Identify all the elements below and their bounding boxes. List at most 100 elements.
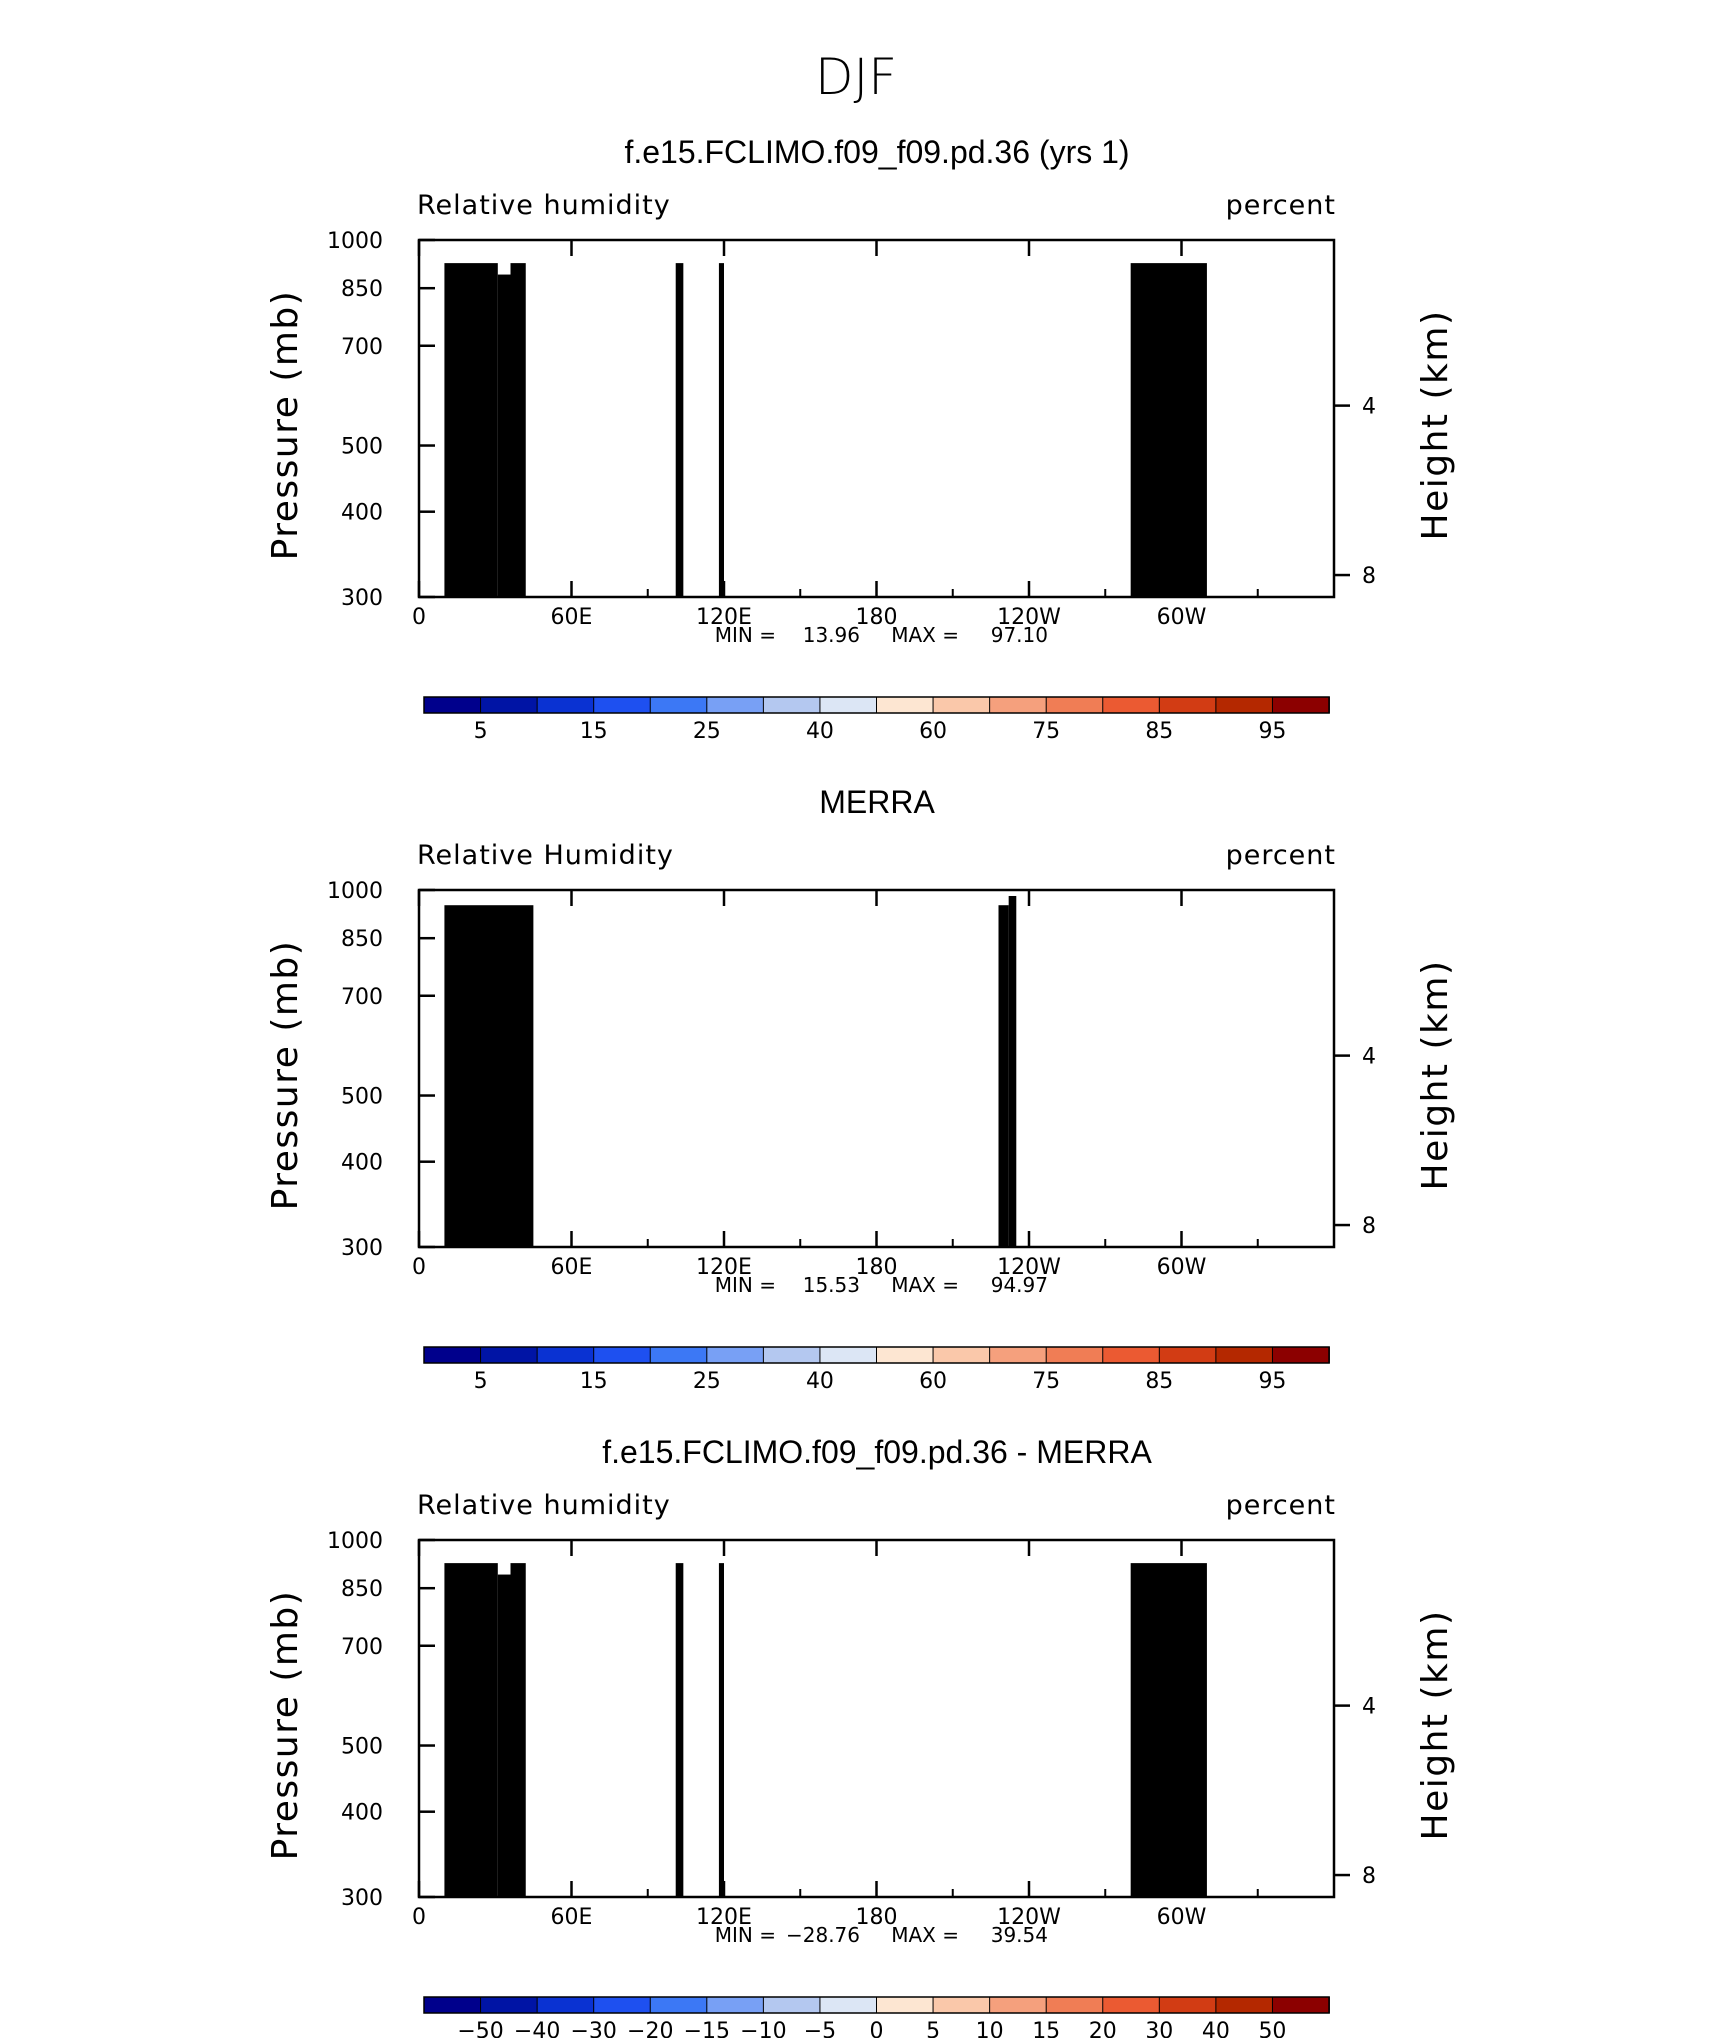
colorbar-swatch	[649, 1346, 708, 1364]
y-axis-label: Pressure (mb)	[265, 940, 306, 1211]
colorbar-swatch	[819, 1346, 878, 1364]
colorbar-label: 15	[580, 1369, 608, 1394]
y-tick-label: 700	[341, 985, 383, 1010]
colorbar-label: 5	[474, 719, 488, 744]
topography-block	[718, 263, 724, 597]
colorbar-label: 85	[1145, 1369, 1173, 1394]
colorbar-swatch	[762, 696, 821, 714]
colorbar-label: 75	[1032, 719, 1060, 744]
x-tick-label: 120W	[997, 605, 1061, 630]
colorbar-swatch	[989, 696, 1048, 714]
colorbar-swatch	[989, 1346, 1048, 1364]
plot-frame	[417, 888, 1336, 1249]
y-tick-label: 500	[341, 1085, 383, 1110]
colorbar-swatch	[876, 696, 934, 714]
x-tick-label: 60W	[1157, 605, 1207, 630]
colorbar-label: 95	[1258, 1369, 1286, 1394]
x-tick-label: 60E	[551, 605, 593, 630]
topography-block	[675, 263, 684, 597]
x-tick-label: 60E	[551, 1255, 593, 1280]
min-label: MIN =	[715, 623, 776, 647]
colorbar-swatch	[593, 1346, 652, 1364]
y-axis-label: Pressure (mb)	[265, 290, 306, 561]
colorbar-swatch	[1045, 696, 1104, 714]
topography-block	[500, 914, 521, 1247]
x-tick-label: 180	[856, 1255, 898, 1280]
x-tick-label: 60W	[1157, 1255, 1207, 1280]
y-right-axis-label: Height (km)	[1415, 960, 1456, 1191]
x-tick-label: 0	[412, 1255, 426, 1280]
colorbar-label: 25	[693, 719, 721, 744]
colorbar-swatch	[536, 696, 595, 714]
colorbar-swatch	[706, 696, 765, 714]
colorbar-swatch	[649, 696, 708, 714]
colorbar-swatch	[706, 1346, 765, 1364]
y-right-tick-label: 4	[1362, 1045, 1376, 1070]
panel-title: MERRA	[819, 784, 935, 820]
topography-block	[525, 914, 531, 1247]
colorbar-frame	[423, 696, 1330, 714]
x-tick-label: 120E	[696, 1255, 752, 1280]
min-value: 13.96	[803, 623, 860, 647]
colorbar-label: 60	[919, 719, 947, 744]
y-tick-label: 1000	[327, 879, 383, 904]
colorbar-swatch	[1215, 1346, 1274, 1364]
colorbar-label: 75	[1032, 1369, 1060, 1394]
colorbar-swatch	[1271, 696, 1330, 714]
colorbar-swatch	[932, 696, 991, 714]
units-label: percent	[1226, 1490, 1336, 1521]
colorbar-swatch	[536, 1346, 595, 1364]
colorbar-swatch	[932, 1346, 991, 1364]
max-value: 94.97	[991, 1273, 1048, 1297]
colorbar-label: 60	[919, 1369, 947, 1394]
max-label: MAX =	[891, 623, 959, 647]
y-tick-label: 400	[341, 501, 383, 526]
colorbar-label: 5	[474, 1369, 488, 1394]
colorbar-swatch	[480, 696, 539, 714]
panel-title: f.e15.FCLIMO.f09_f09.pd.36 - MERRA	[602, 1434, 1152, 1470]
variable-label: Relative humidity	[417, 190, 671, 221]
panel-3: f.e15.FCLIMO.f09_f09.pd.36 - MERRA Relati…	[265, 1434, 1456, 2038]
colorbar-label: 95	[1258, 719, 1286, 744]
colorbar-swatch	[1158, 1346, 1217, 1364]
colorbar-swatch	[1045, 1346, 1104, 1364]
x-tick-label: 120W	[997, 1255, 1061, 1280]
min-label: MIN =	[715, 1273, 776, 1297]
y-right-axis-label: Height (km)	[1415, 310, 1456, 541]
colorbar-swatch	[1271, 1346, 1330, 1364]
colorbar-swatch	[423, 696, 482, 714]
min-value: 15.53	[803, 1273, 860, 1297]
panel-title: f.e15.FCLIMO.f09_f09.pd.36 (yrs 1)	[624, 134, 1129, 170]
x-tick-label: 120E	[696, 605, 752, 630]
topography-block	[510, 263, 526, 597]
panels: f.e15.FCLIMO.f09_f09.pd.36 (yrs 1) Relati…	[265, 134, 1456, 2038]
colorbar-swatch	[1102, 1346, 1161, 1364]
topography-block	[1130, 263, 1207, 597]
colorbar-label: 15	[580, 719, 608, 744]
colorbar-swatch	[480, 1346, 539, 1364]
colorbar-swatch	[423, 1346, 482, 1364]
y-right-tick-label: 4	[1362, 395, 1376, 420]
y-tick-label: 850	[341, 277, 383, 302]
y-tick-label: 500	[341, 435, 383, 460]
max-label: MAX =	[891, 1273, 959, 1297]
y-tick-label: 400	[341, 1151, 383, 1176]
topography-block	[497, 274, 511, 597]
colorbar-swatch	[1102, 696, 1161, 714]
y-tick-label: 1000	[327, 229, 383, 254]
colorbar-label: 25	[693, 1369, 721, 1394]
colorbar-swatch	[762, 1346, 821, 1364]
topography-block	[998, 905, 1009, 1247]
x-tick-label: 180	[856, 605, 898, 630]
y-tick-label: 850	[341, 927, 383, 952]
colorbar-frame	[423, 1346, 1330, 1364]
y-tick-label: 300	[341, 586, 383, 611]
y-right-tick-label: 8	[1362, 564, 1376, 589]
topography-block	[444, 263, 498, 597]
figure-suptitle: DJF	[815, 48, 897, 106]
colorbar-swatch	[593, 696, 652, 714]
units-label: percent	[1226, 840, 1336, 871]
colorbar-swatch	[876, 1346, 934, 1364]
colorbar-swatch	[1158, 696, 1217, 714]
